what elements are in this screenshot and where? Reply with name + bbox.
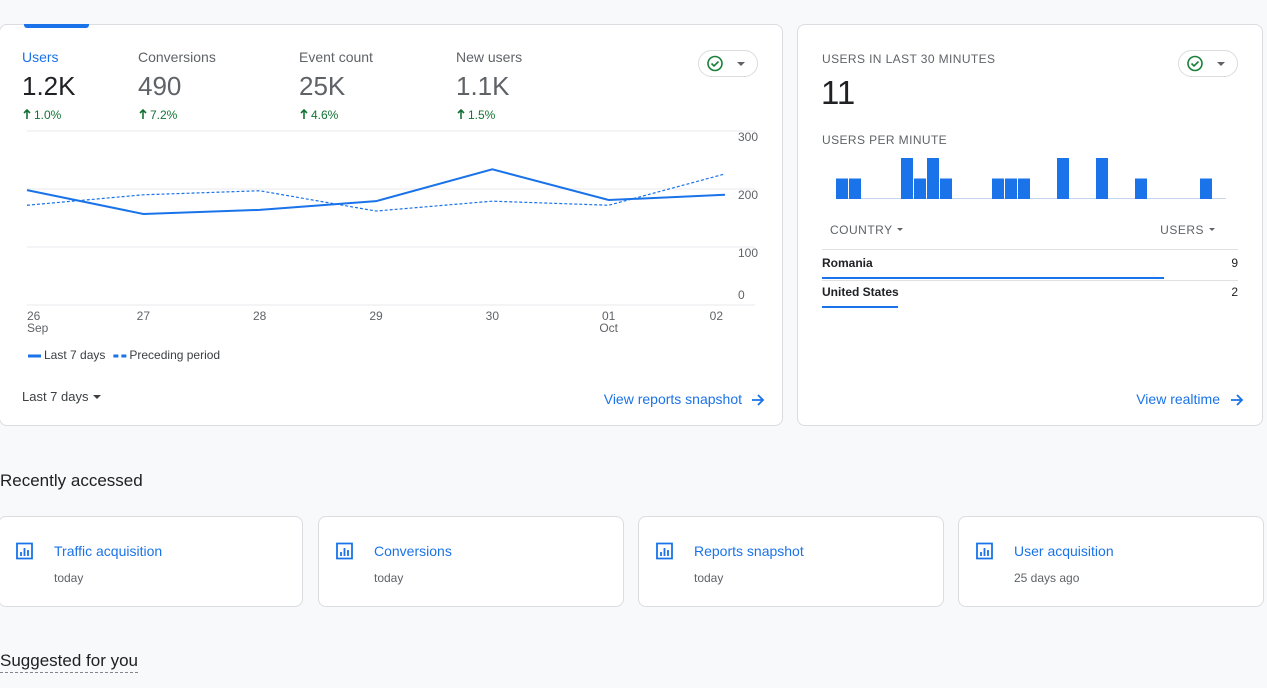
recent-card[interactable]: [318, 516, 624, 607]
section-title[interactable]: Suggested for you: [0, 651, 138, 673]
recent-name[interactable]: Traffic acquisition: [54, 543, 163, 559]
recent-name[interactable]: User acquisition: [1014, 543, 1114, 559]
column-header[interactable]: USERS: [1160, 223, 1204, 237]
metric-value[interactable]: 490: [138, 71, 182, 101]
recent-name[interactable]: Reports snapshot: [694, 543, 804, 559]
view-link[interactable]: View realtime: [1136, 391, 1220, 407]
country-name: Romania: [822, 256, 873, 270]
tab-indicator: [24, 24, 89, 28]
user-count: 2: [1231, 285, 1238, 299]
metric-label[interactable]: Event count: [299, 49, 373, 65]
user-count: 9: [1231, 256, 1238, 270]
recent-time: today: [694, 571, 724, 585]
recent-time: 25 days ago: [1014, 571, 1080, 585]
overview-card: [0, 24, 783, 426]
recent-card[interactable]: [958, 516, 1264, 607]
metric-label[interactable]: Users: [22, 49, 59, 65]
section-title: Recently accessed: [0, 471, 143, 490]
realtime-card: [797, 24, 1263, 426]
recent-card[interactable]: [0, 516, 303, 607]
column-header[interactable]: COUNTRY: [830, 223, 893, 237]
metric-value[interactable]: 25K: [299, 71, 346, 101]
metric-change: 1.5%: [468, 108, 496, 122]
country-name: United States: [822, 285, 899, 299]
recent-card[interactable]: [638, 516, 944, 607]
realtime-value: 11: [821, 74, 856, 111]
metric-change: 1.0%: [34, 108, 62, 122]
recent-name[interactable]: Conversions: [374, 543, 452, 559]
metric-label[interactable]: Conversions: [138, 49, 216, 65]
metric-label[interactable]: New users: [456, 49, 523, 65]
metric-change: 7.2%: [150, 108, 178, 122]
bar-chart-title: USERS PER MINUTE: [822, 133, 948, 147]
date-range[interactable]: Last 7 days: [22, 389, 89, 404]
recent-time: today: [374, 571, 404, 585]
metric-value[interactable]: 1.2K: [22, 71, 76, 101]
realtime-title: USERS IN LAST 30 MINUTES: [822, 52, 996, 66]
metric-value[interactable]: 1.1K: [456, 71, 510, 101]
metric-change: 4.6%: [311, 108, 339, 122]
view-link[interactable]: View reports snapshot: [603, 391, 742, 407]
recent-time: today: [54, 571, 84, 585]
